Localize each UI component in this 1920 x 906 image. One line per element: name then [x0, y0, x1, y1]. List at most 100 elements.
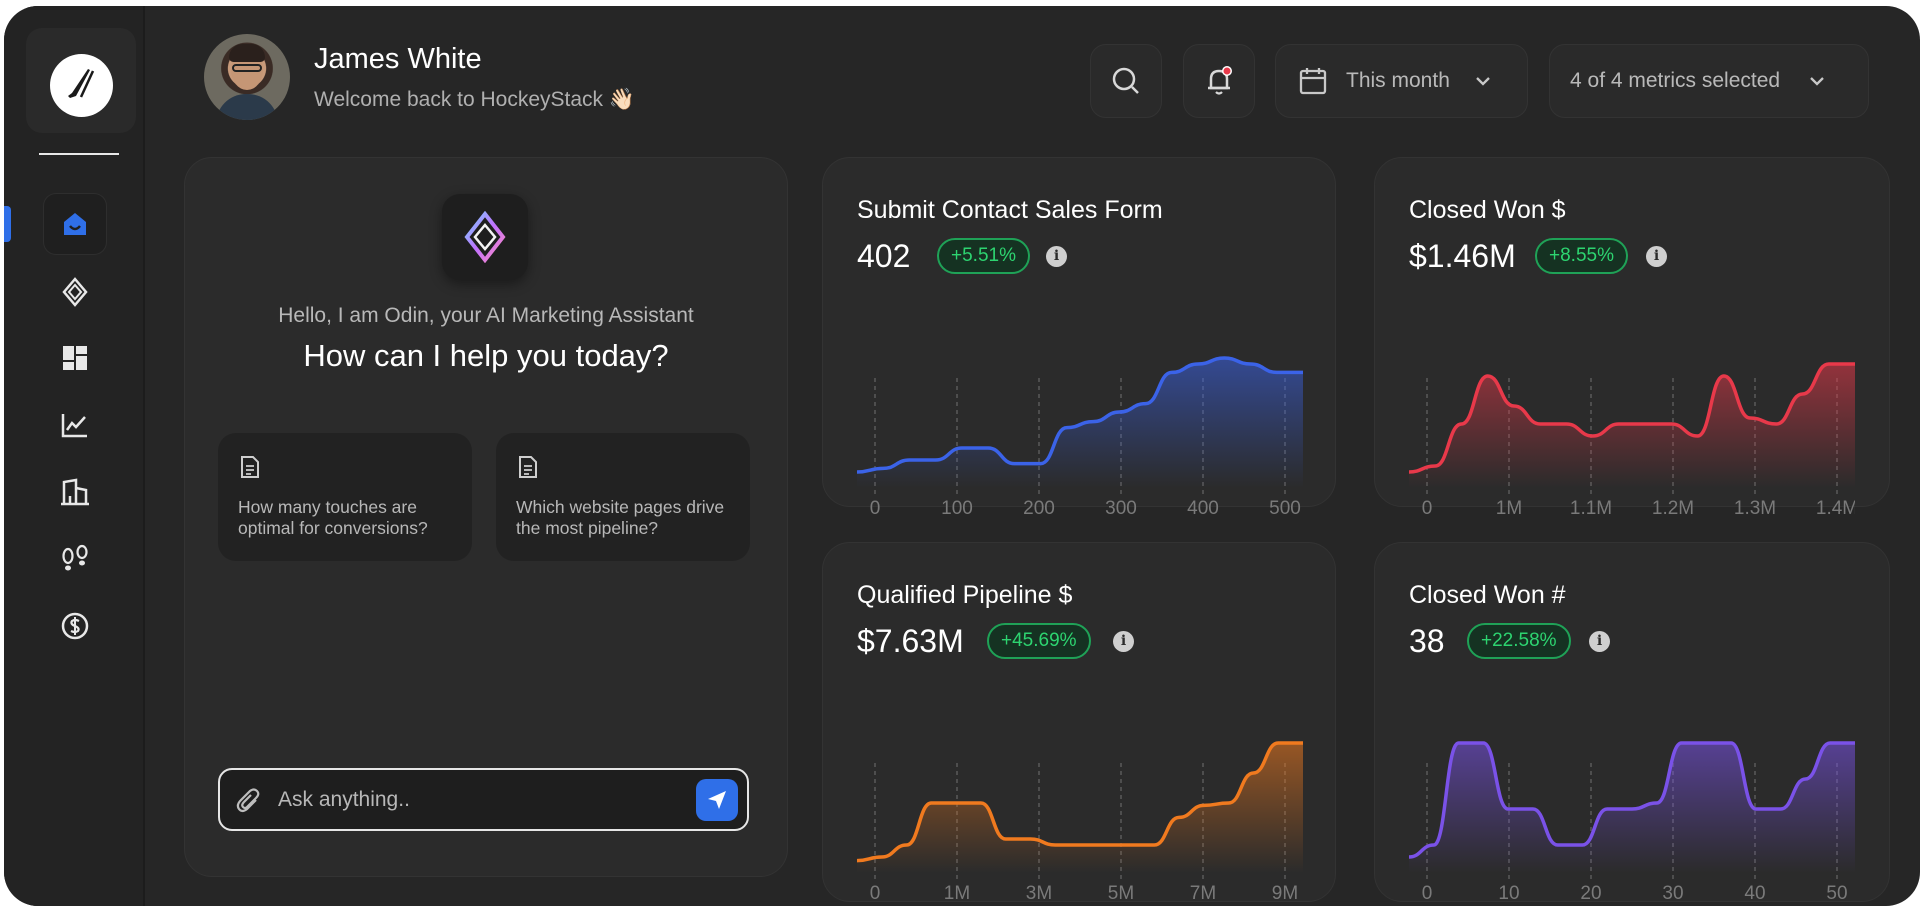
series-area: [857, 743, 1303, 873]
info-icon[interactable]: i: [1113, 631, 1134, 652]
suggestion-text: Which website pages drive the most pipel…: [516, 497, 725, 538]
series-line: [857, 741, 1303, 863]
sidebar-divider: [39, 153, 119, 155]
change-badge: +8.55%: [1535, 238, 1628, 274]
x-tick-label: 7M: [1190, 883, 1216, 904]
chevron-down-icon: [1476, 77, 1490, 86]
line-chart: 0 1M 3M 5M 7M 9M: [857, 741, 1303, 904]
change-badge: +5.51%: [937, 238, 1030, 274]
sidebar: [4, 6, 145, 906]
metric-card[interactable]: Qualified Pipeline $ $7.63M +45.69% i 0 1…: [822, 542, 1336, 904]
x-tick-label: 100: [941, 498, 973, 519]
series-area: [1409, 743, 1855, 873]
ask-input[interactable]: [278, 780, 678, 820]
info-icon[interactable]: i: [1046, 246, 1067, 267]
metric-card[interactable]: Closed Won # 38 +22.58% i 0 10 20 30 40 50: [1374, 542, 1890, 904]
x-tick-label: 1.4M: [1816, 498, 1855, 519]
document-icon: [519, 456, 537, 478]
x-tick-label: 1.3M: [1734, 498, 1776, 519]
calendar-icon: [1299, 68, 1327, 95]
date-filter-label: This month: [1346, 69, 1450, 92]
odin-diamond-icon: [464, 211, 506, 263]
series-line: [857, 356, 1303, 474]
user-name: James White: [314, 43, 482, 75]
hockeystack-logo: [50, 54, 113, 117]
ask-input-box: [218, 768, 749, 831]
metric-value: 38: [1409, 623, 1445, 659]
x-tick-label: 40: [1744, 883, 1765, 904]
metric-value: $1.46M: [1409, 238, 1516, 274]
notification-dot: [1223, 67, 1231, 75]
send-button[interactable]: [696, 779, 738, 821]
line-chart-icon: [61, 414, 87, 438]
document-icon: [241, 456, 259, 478]
search-button[interactable]: [1090, 44, 1162, 118]
x-tick-label: 3M: [1026, 883, 1052, 904]
sidebar-item-journeys[interactable]: [44, 529, 106, 589]
metric-value: $7.63M: [857, 623, 964, 659]
metric-title: Submit Contact Sales Form: [857, 196, 1163, 224]
header: James White Welcome back to HockeyStack …: [145, 6, 1920, 146]
sidebar-item-home[interactable]: [44, 194, 106, 254]
line-chart: 0 10 20 30 40 50: [1409, 741, 1855, 904]
series-area: [1409, 364, 1855, 488]
ai-assistant-card: Hello, I am Odin, your AI Marketing Assi…: [184, 157, 788, 877]
series-line: [1409, 362, 1855, 474]
series-area: [857, 358, 1303, 488]
info-icon[interactable]: i: [1589, 631, 1610, 652]
metric-title: Closed Won $: [1409, 196, 1566, 224]
sidebar-item-dashboards[interactable]: [44, 328, 106, 388]
x-tick-label: 5M: [1108, 883, 1134, 904]
x-tick-label: 30: [1662, 883, 1683, 904]
avatar[interactable]: [204, 34, 290, 120]
metric-title: Closed Won #: [1409, 581, 1566, 609]
home-icon: [64, 213, 86, 235]
notifications-button[interactable]: [1183, 44, 1255, 118]
active-nav-indicator: [4, 206, 11, 242]
x-tick-label: 0: [1422, 883, 1433, 904]
welcome-text: Welcome back to HockeyStack 👋🏻: [314, 88, 636, 111]
bell-icon: [1208, 66, 1232, 95]
x-tick-label: 1M: [944, 883, 970, 904]
x-tick-label: 1.2M: [1652, 498, 1694, 519]
suggestion-card[interactable]: How many touches are optimal for convers…: [218, 433, 472, 561]
dashboard-icon: [63, 346, 87, 370]
dollar-icon: [61, 612, 89, 640]
app-window: James White Welcome back to HockeyStack …: [4, 6, 1920, 906]
x-tick-label: 0: [870, 883, 881, 904]
assistant-question: How can I help you today?: [303, 338, 669, 373]
x-tick-label: 200: [1023, 498, 1055, 519]
x-tick-label: 400: [1187, 498, 1219, 519]
metrics-filter-dropdown[interactable]: 4 of 4 metrics selected: [1549, 44, 1869, 118]
suggestion-card[interactable]: Which website pages drive the most pipel…: [496, 433, 750, 561]
sidebar-item-revenue[interactable]: [44, 596, 106, 656]
send-icon: [708, 791, 726, 809]
change-badge: +45.69%: [987, 623, 1091, 659]
sidebar-item-odin[interactable]: [44, 262, 106, 322]
search-icon: [1112, 67, 1139, 94]
logo-box[interactable]: [26, 28, 136, 133]
metric-title: Qualified Pipeline $: [857, 581, 1073, 609]
footsteps-icon: [62, 544, 88, 571]
date-filter-dropdown[interactable]: This month: [1275, 44, 1528, 118]
info-icon[interactable]: i: [1646, 246, 1667, 267]
metrics-filter-label: 4 of 4 metrics selected: [1570, 69, 1781, 92]
x-tick-label: 9M: [1272, 883, 1298, 904]
x-tick-label: 20: [1580, 883, 1601, 904]
chevron-down-icon: [1810, 77, 1824, 86]
x-tick-label: 0: [870, 498, 881, 519]
x-tick-label: 500: [1269, 498, 1301, 519]
paperclip-icon[interactable]: [236, 787, 262, 815]
x-tick-label: 10: [1498, 883, 1519, 904]
sidebar-item-reports[interactable]: [44, 395, 106, 455]
change-badge: +22.58%: [1467, 623, 1571, 659]
metric-card[interactable]: Submit Contact Sales Form 402 +5.51% i 0…: [822, 157, 1336, 519]
sidebar-item-accounts[interactable]: [44, 462, 106, 522]
odin-diamond-icon: [62, 277, 88, 307]
metric-value: 402: [857, 238, 911, 274]
odin-logo: [442, 194, 528, 280]
x-tick-label: 1.1M: [1570, 498, 1612, 519]
metric-card[interactable]: Closed Won $ $1.46M +8.55% i 0 1M 1.1M 1.2M…: [1374, 157, 1890, 519]
suggestion-text: How many touches are optimal for convers…: [238, 497, 428, 538]
assistant-greeting: Hello, I am Odin, your AI Marketing Assi…: [278, 304, 694, 327]
